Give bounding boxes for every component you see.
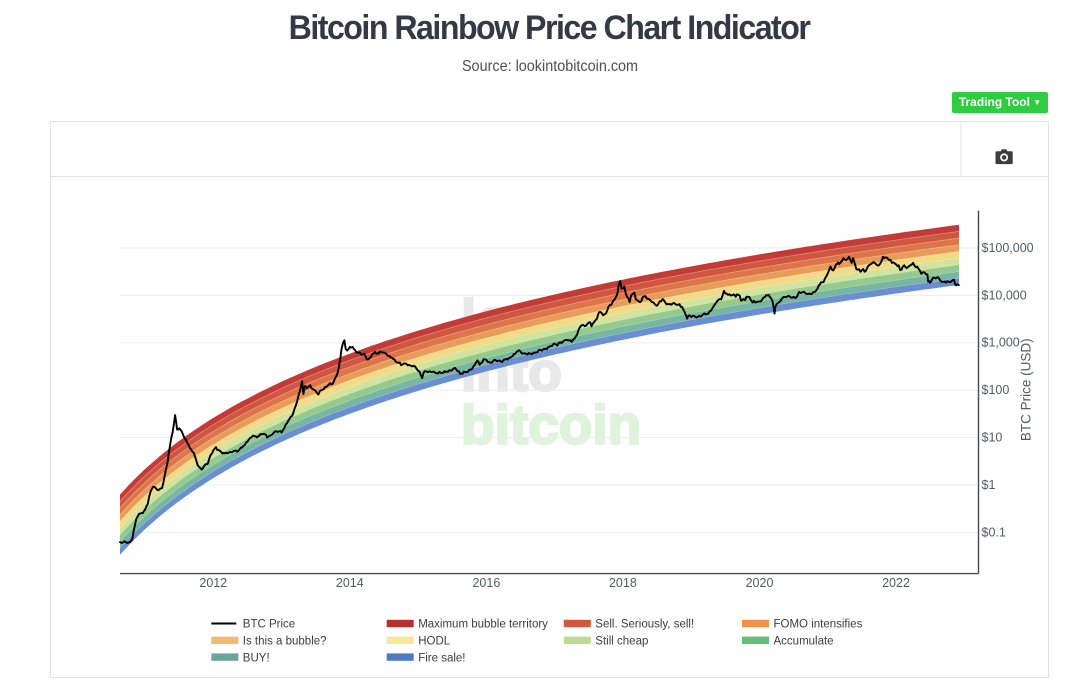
- svg-text:HODL: HODL: [418, 636, 451, 648]
- svg-text:$100,000: $100,000: [982, 241, 1034, 255]
- svg-text:Accumulate: Accumulate: [774, 636, 834, 648]
- svg-text:$10,000: $10,000: [982, 288, 1027, 302]
- svg-text:BUY!: BUY!: [243, 652, 270, 664]
- svg-text:Maximum bubble territory: Maximum bubble territory: [418, 619, 548, 631]
- svg-text:2022: 2022: [882, 576, 910, 590]
- svg-text:BTC Price: BTC Price: [243, 619, 295, 631]
- svg-text:2016: 2016: [472, 576, 500, 590]
- svg-text:BTC Price (USD): BTC Price (USD): [1019, 338, 1034, 441]
- svg-text:Still cheap: Still cheap: [595, 636, 648, 648]
- svg-text:2018: 2018: [609, 576, 637, 590]
- svg-text:2014: 2014: [336, 576, 364, 590]
- svg-text:$10: $10: [982, 431, 1003, 445]
- svg-text:$1: $1: [982, 478, 996, 492]
- svg-text:bitcoin: bitcoin: [461, 394, 641, 456]
- svg-text:Sell. Seriously, sell!: Sell. Seriously, sell!: [595, 619, 694, 631]
- svg-text:$100: $100: [982, 383, 1010, 397]
- svg-text:FOMO intensifies: FOMO intensifies: [774, 619, 863, 631]
- svg-text:$0.1: $0.1: [982, 525, 1006, 539]
- svg-text:2020: 2020: [746, 576, 774, 590]
- svg-text:Fire sale!: Fire sale!: [418, 652, 465, 664]
- svg-text:$1,000: $1,000: [982, 336, 1020, 350]
- svg-text:Is this a bubble?: Is this a bubble?: [243, 636, 327, 648]
- svg-text:2012: 2012: [199, 576, 227, 590]
